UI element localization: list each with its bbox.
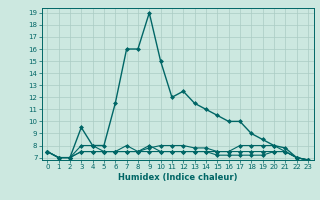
X-axis label: Humidex (Indice chaleur): Humidex (Indice chaleur) [118, 173, 237, 182]
